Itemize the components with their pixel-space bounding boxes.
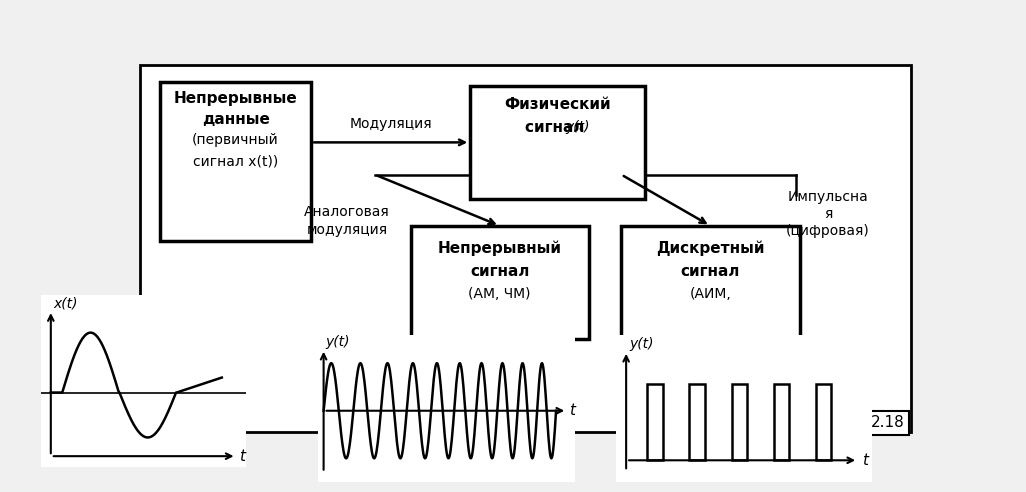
- Text: сигнал x(t)): сигнал x(t)): [193, 154, 278, 168]
- Text: (АИМ,: (АИМ,: [689, 287, 732, 301]
- Text: t: t: [862, 453, 868, 468]
- Text: модуляция: модуляция: [307, 222, 388, 237]
- Text: y(t): y(t): [565, 120, 590, 134]
- Text: y(t): y(t): [325, 335, 350, 349]
- Text: Модуляция: Модуляция: [349, 117, 432, 131]
- Text: Непрерывный: Непрерывный: [437, 241, 561, 256]
- Bar: [470, 86, 645, 199]
- Text: 2.18: 2.18: [871, 415, 905, 430]
- Bar: [160, 82, 311, 241]
- Bar: [621, 226, 800, 339]
- Text: t: t: [239, 449, 245, 463]
- Text: сигнал: сигнал: [525, 120, 590, 135]
- Text: (АМ, ЧМ): (АМ, ЧМ): [468, 287, 530, 301]
- Text: Непрерывные: Непрерывные: [173, 92, 298, 106]
- Bar: [816, 384, 831, 461]
- Bar: [410, 226, 589, 339]
- Text: сигнал: сигнал: [470, 264, 529, 278]
- Bar: [689, 384, 705, 461]
- Bar: [647, 384, 663, 461]
- Bar: [732, 384, 747, 461]
- Text: Импульсна: Импульсна: [788, 190, 868, 204]
- Text: я: я: [824, 207, 832, 221]
- Text: Аналоговая: Аналоговая: [304, 206, 390, 219]
- Text: (первичный: (первичный: [192, 133, 279, 148]
- Text: Дискретный: Дискретный: [656, 241, 764, 256]
- Text: t: t: [569, 403, 575, 418]
- Text: данные: данные: [202, 112, 270, 127]
- Text: Физический: Физический: [505, 97, 610, 112]
- Text: (цифровая): (цифровая): [786, 224, 870, 239]
- Bar: [774, 384, 789, 461]
- Text: y(t): y(t): [630, 337, 655, 351]
- Text: x(t): x(t): [53, 296, 78, 310]
- Text: сигнал: сигнал: [680, 264, 740, 278]
